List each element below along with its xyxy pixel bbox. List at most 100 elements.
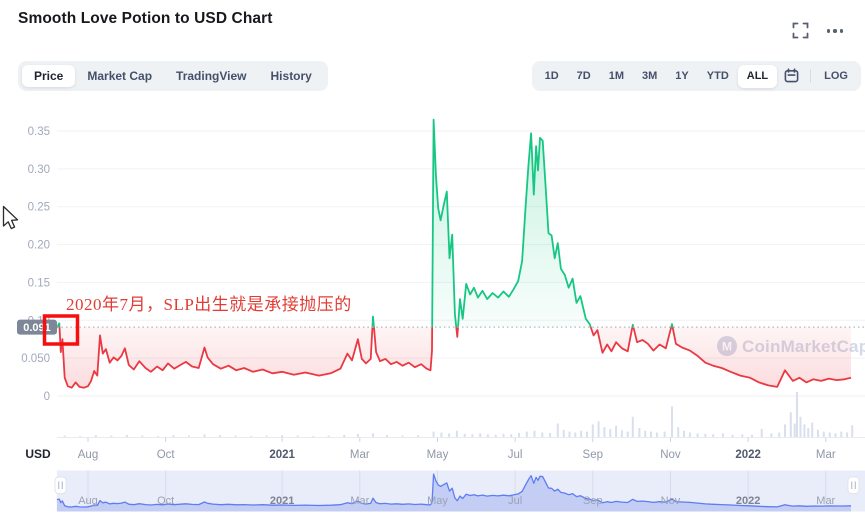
volume-bar <box>296 435 299 437</box>
volume-bar <box>807 428 810 437</box>
navigator-label: Nov <box>661 495 681 507</box>
price-area-below <box>56 327 851 388</box>
volume-bar <box>281 435 284 437</box>
volume-bar <box>803 424 806 437</box>
range-1m[interactable]: 1M <box>608 69 625 82</box>
volume-bar <box>851 425 854 437</box>
volume-bar <box>327 435 330 437</box>
volume-bar <box>789 412 792 438</box>
tab-market-cap[interactable]: Market Cap <box>87 69 153 83</box>
volume-bar <box>518 432 520 437</box>
navigator-label: Mar <box>816 495 835 507</box>
volume-bar <box>834 433 837 437</box>
more-ellipsis-icon[interactable] <box>827 24 849 38</box>
volume-bar <box>372 433 374 437</box>
volume-bar <box>494 434 497 438</box>
tab-price[interactable]: Price <box>22 65 76 87</box>
y-axis-tick-label: 0.050 <box>21 353 50 365</box>
volume-bar <box>556 423 559 437</box>
volume-bar <box>655 432 658 437</box>
volume-bar <box>644 430 647 437</box>
volume-bar <box>721 433 724 437</box>
volume-bar <box>620 430 623 438</box>
volume-bar <box>603 427 606 437</box>
volume-bar <box>486 434 489 437</box>
volume-bar <box>203 434 206 437</box>
volume-bar <box>817 429 819 437</box>
volume-bar <box>741 434 744 437</box>
x-axis-label: May <box>427 449 449 461</box>
volume-bar <box>770 433 773 437</box>
log-scale-button[interactable]: LOG <box>824 69 848 82</box>
volume-bar <box>401 435 404 437</box>
price-chart-plot-area[interactable] <box>57 108 865 438</box>
volume-bar <box>696 433 699 437</box>
tab-tradingview[interactable]: TradingView <box>176 69 247 83</box>
volume-bar <box>417 435 420 437</box>
volume-bar <box>784 424 786 437</box>
volume-bar <box>704 433 707 438</box>
navigator-label: Mar <box>350 495 369 507</box>
volume-bar <box>597 421 600 437</box>
volume-bar <box>510 434 513 437</box>
volume-bar <box>79 436 82 437</box>
price-line-red <box>56 327 852 389</box>
volume-bar <box>822 431 825 437</box>
x-axis-label: Aug <box>78 449 98 461</box>
volume-bar <box>778 432 781 437</box>
range-ytd[interactable]: YTD <box>706 69 729 82</box>
range-1y[interactable]: 1Y <box>675 69 689 82</box>
volume-bar <box>471 434 474 437</box>
volume-bar <box>586 431 588 437</box>
volume-bar <box>541 432 544 437</box>
volume-bar <box>650 431 652 437</box>
annotation-red-box <box>42 314 80 346</box>
navigator-label: Oct <box>157 495 174 507</box>
tab-history[interactable]: History <box>270 69 312 83</box>
navigator-label: Jul <box>508 495 522 507</box>
volume-bar <box>712 434 715 437</box>
navigator-label: 2022 <box>736 495 760 507</box>
navigator-right-handle[interactable] <box>847 476 860 494</box>
navigator-left-handle[interactable] <box>54 476 67 494</box>
volume-bar <box>580 430 583 437</box>
x-axis-label: Jul <box>508 449 523 461</box>
range-3m[interactable]: 3M <box>642 69 658 82</box>
volume-bar <box>234 435 237 437</box>
volume-bar <box>631 416 634 438</box>
fullscreen-icon[interactable] <box>792 22 809 39</box>
y-axis-tick-label: 0.30 <box>28 164 50 176</box>
volume-bar <box>793 423 796 437</box>
volume-bar <box>549 432 552 437</box>
volume-bar <box>141 435 144 437</box>
y-axis-tick-label: 0.35 <box>28 126 50 138</box>
volume-bar <box>110 435 113 437</box>
x-axis-label: 2021 <box>269 449 295 461</box>
volume-bar <box>760 428 763 437</box>
volume-bar <box>455 430 458 437</box>
volume-bar <box>574 432 577 437</box>
calendar-icon[interactable] <box>777 65 806 88</box>
range-all[interactable]: ALL <box>737 64 778 88</box>
volume-bar <box>796 392 798 437</box>
volume-bar <box>846 432 849 437</box>
divider <box>810 69 812 83</box>
y-axis-tick-label: 0 <box>44 391 50 403</box>
volume-bar <box>731 434 734 438</box>
volume-bar <box>463 433 466 438</box>
volume-bar <box>343 434 346 438</box>
svg-text:0.091: 0.091 <box>23 322 51 334</box>
range-7d[interactable]: 7D <box>576 69 591 82</box>
volume-bar <box>609 428 612 437</box>
volume-bar <box>591 424 594 437</box>
volume-bar <box>688 432 691 437</box>
x-axis-label: Sep <box>583 449 603 461</box>
range-1d[interactable]: 1D <box>544 69 559 82</box>
x-axis-label: 2022 <box>735 449 761 461</box>
y-axis-tick-label: 0.15 <box>28 277 50 289</box>
volume-bar <box>562 429 565 437</box>
volume-bar <box>356 433 359 438</box>
volume-bar <box>448 433 451 437</box>
volume-bar <box>94 435 97 437</box>
